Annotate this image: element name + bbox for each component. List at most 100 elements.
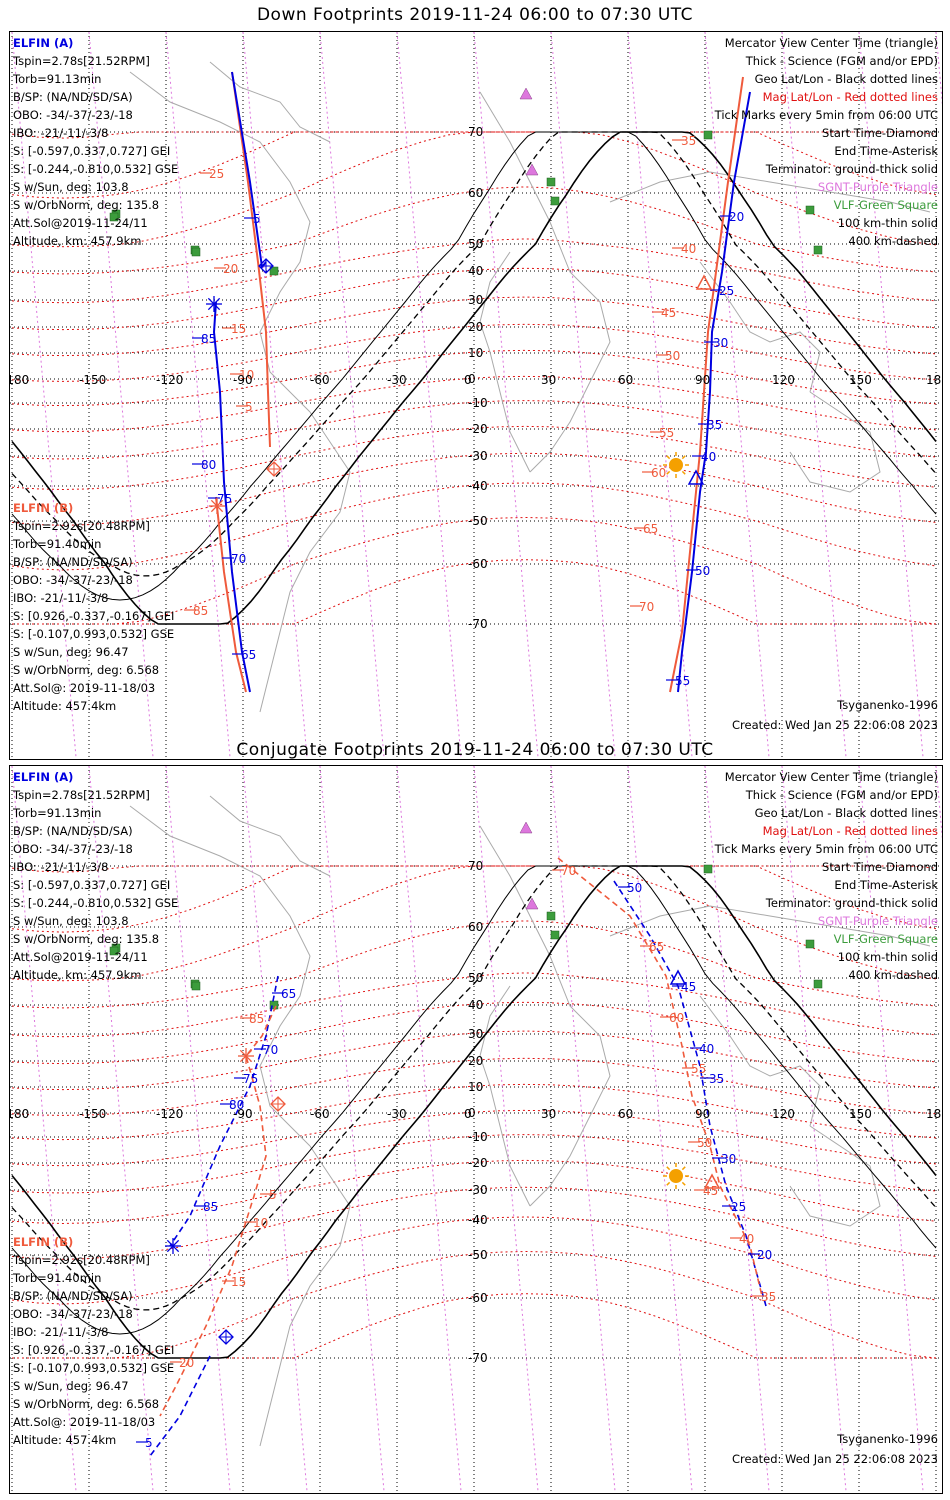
sun-ray [681, 470, 686, 475]
legend-geo: Geo Lat/Lon - Black dotted lines [754, 806, 938, 820]
legend-vlf: VLF-Green Square [833, 932, 938, 946]
track-tick-label: 20 [757, 1248, 772, 1262]
lon-axis-label: -180 [10, 373, 29, 387]
track-tick-label: 85 [249, 1012, 264, 1026]
vlf-station-marker [805, 205, 815, 215]
mag-lat-line [11, 452, 937, 526]
track-tick-label: 40 [739, 1232, 754, 1246]
elfin-a-info-line: OBO: -34/-37/-23/-18 [13, 842, 133, 856]
coastline [479, 91, 611, 473]
mag-lon-line [858, 32, 924, 759]
coastline [789, 391, 881, 493]
vlf-station-marker [805, 939, 815, 949]
lon-axis-label: -90 [233, 373, 253, 387]
lat-axis-label: -20 [468, 422, 488, 436]
lat-axis-label: 60 [468, 186, 483, 200]
vlf-station-marker [546, 177, 556, 187]
mag-lon-line [781, 32, 847, 759]
lon-axis-label: 90 [695, 373, 710, 387]
vlf-station-marker [191, 981, 201, 991]
track-tick-label: 20 [729, 210, 744, 224]
center-triangle-icon [669, 969, 687, 985]
legend-400km: 400 km-dashed [848, 234, 938, 248]
mag-lon-line [704, 766, 770, 1493]
elfin-b-info-line: Tspin=2.92s[20.48RPM] [13, 519, 150, 533]
elfin-b-block: ELFIN (B) Tspin=2.92s[20.48RPM] Torb=91.4… [13, 499, 174, 715]
coastline [129, 71, 311, 413]
sun-disc [669, 458, 683, 472]
coastline [209, 61, 331, 143]
vlf-station-marker [269, 266, 279, 276]
vlf-station-marker [550, 196, 560, 206]
sgnt-station-marker [519, 87, 533, 100]
coastline [789, 1125, 881, 1227]
asterisk-stroke [210, 499, 224, 513]
mag-lat-line [11, 1186, 937, 1260]
legend-thick: Thick - Science (FGM and/or EPD) [745, 788, 938, 802]
lat-axis-label: 0 [468, 1106, 476, 1120]
vlf-station-marker [109, 212, 119, 222]
vlf-station-marker [546, 911, 556, 921]
lon-axis-label: -150 [79, 373, 106, 387]
lat-axis-label: -60 [468, 1291, 488, 1305]
lat-axis-label: -40 [468, 1213, 488, 1227]
track-tick-label: 65 [649, 940, 664, 954]
mag-lat-line [11, 865, 937, 982]
sgnt-station-marker [519, 821, 533, 834]
lon-axis-label: 90 [695, 1107, 710, 1121]
end-asterisk-icon [165, 1238, 181, 1254]
elfin-a-info-line: Altitude, km: 457.9km [13, 968, 142, 982]
end-asterisk-icon [206, 296, 222, 312]
track-tick-label: 35 [761, 1290, 776, 1304]
track-tick-label: 45 [661, 306, 676, 320]
elfin-b-info-line: B/SP: (NA/ND/SD/SA) [13, 1289, 133, 1303]
start-diamond-icon [270, 1096, 286, 1112]
legend-block: Mercator View Center Time (triangle) Thi… [715, 34, 938, 250]
lon-axis-label: -60 [310, 373, 330, 387]
lon-axis-label: -120 [156, 373, 183, 387]
panel-title-down: Down Footprints 2019-11-24 06:00 to 07:3… [256, 5, 694, 25]
lat-axis-label: 50 [468, 237, 483, 251]
elfin-a-info-line: IBO: -21/-11/-3/8 [13, 126, 109, 140]
lon-axis-label: -30 [387, 1107, 407, 1121]
elfin-b-title: ELFIN (B) [13, 501, 74, 515]
elfin-b-info-line: S w/Sun, deg: 96.47 [13, 645, 129, 659]
mag-lat-line [11, 1216, 937, 1305]
track-tick-label: 5 [245, 400, 253, 414]
elfin-b-info-line: S: [0.926,-0.337,-0.167] GEI [13, 1343, 175, 1357]
track-tick-label: 55 [675, 674, 690, 688]
vlf-station-marker [191, 247, 201, 257]
track-tick-label: 25 [731, 1200, 746, 1214]
lon-axis-label: 180 [926, 1107, 942, 1121]
lat-axis-label: 70 [468, 859, 483, 873]
mag-lon-line [781, 766, 847, 1493]
legend-center: Mercator View Center Time (triangle) [724, 36, 938, 50]
elfin-a-title: ELFIN (A) [13, 36, 74, 50]
track-tick-label: 40 [699, 1042, 714, 1056]
legend-mag: Mag Lat/Lon - Red dotted lines [762, 90, 938, 104]
elfin-b-info-line: B/SP: (NA/ND/SD/SA) [13, 555, 133, 569]
lat-axis-label: 10 [468, 346, 483, 360]
end-asterisk-icon [209, 498, 225, 514]
elfin-b-title: ELFIN (B) [13, 1235, 74, 1249]
lon-axis-label: 150 [849, 1107, 872, 1121]
lon-axis-label: 120 [772, 1107, 795, 1121]
elfin-b-info-line: Att.Sol@: 2019-11-18/03 [13, 681, 156, 695]
lat-axis-label: 0 [468, 372, 476, 386]
lat-axis-label: -60 [468, 557, 488, 571]
legend-center: Mercator View Center Time (triangle) [724, 770, 938, 784]
mag-lat-line [11, 1001, 937, 1065]
footprint-track [613, 880, 767, 1307]
mag-lon-line [858, 766, 924, 1493]
lon-axis-label: 180 [926, 373, 942, 387]
legend-start: Start Time-Diamond [822, 860, 938, 874]
track-tick-label: 25 [209, 167, 224, 181]
track-tick-label: 50 [697, 1136, 712, 1150]
mag-lat-line [11, 349, 937, 407]
sun-ray [681, 1181, 686, 1186]
mag-lon-line [550, 32, 616, 759]
track-tick-label: 65 [643, 522, 658, 536]
terminator-line [11, 865, 937, 1335]
footprint-track [669, 76, 744, 693]
track-tick-label: 85 [201, 332, 216, 346]
